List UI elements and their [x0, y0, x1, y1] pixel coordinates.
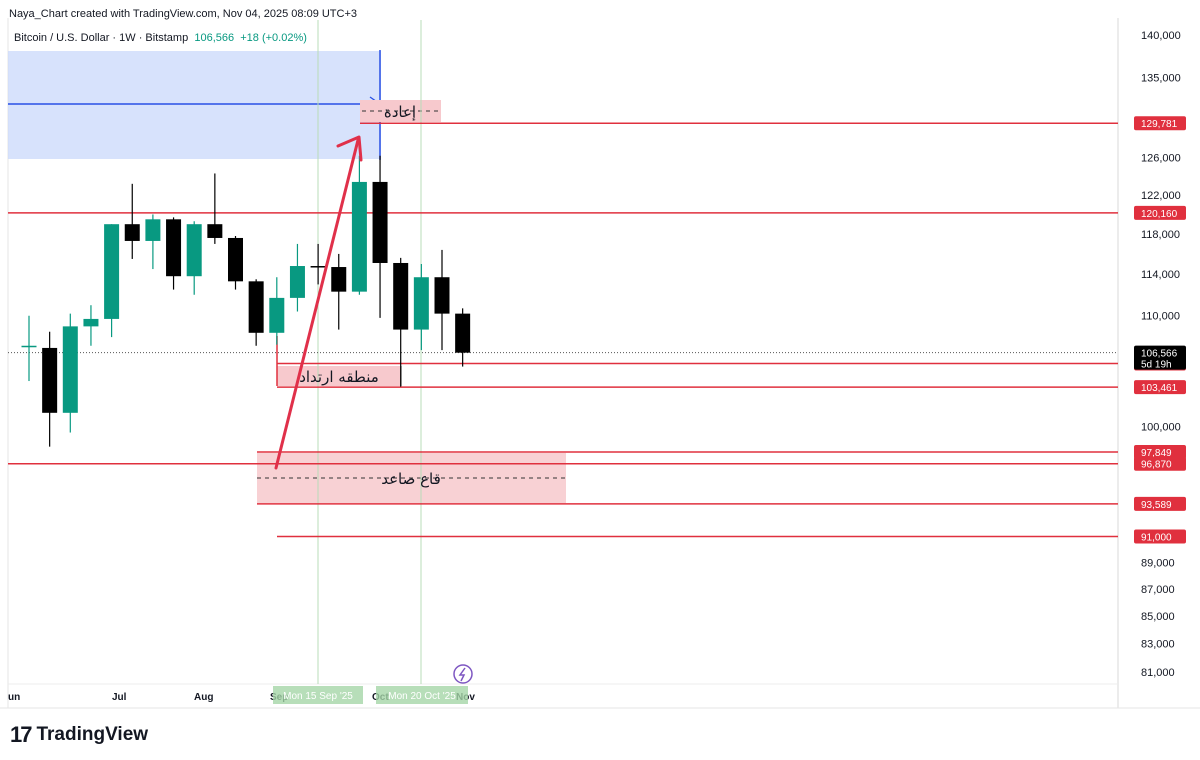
countdown-label: 5d 19h — [1141, 360, 1172, 371]
x-axis-label: Aug — [194, 692, 213, 703]
tradingview-logo[interactable]: 17 TradingView — [10, 722, 148, 748]
lightning-icon-bolt — [458, 667, 466, 682]
y-axis-tick: 140,000 — [1141, 30, 1181, 42]
symbol-legend[interactable]: Bitcoin / U.S. Dollar · 1W · Bitstamp 10… — [14, 32, 307, 44]
level-badge-label: 93,589 — [1141, 500, 1172, 511]
current-price-badge[interactable] — [1134, 345, 1186, 370]
y-axis-tick: 81,000 — [1141, 667, 1175, 679]
candle-body[interactable] — [62, 326, 78, 413]
candle-body[interactable] — [310, 266, 326, 268]
level-badge[interactable] — [1134, 529, 1186, 544]
candle-body[interactable] — [228, 237, 243, 282]
tradingview-logo-mark: 17 — [10, 722, 33, 747]
blue-target-zone[interactable] — [8, 51, 381, 159]
level-badge[interactable] — [1134, 496, 1186, 511]
y-axis-tick: 89,000 — [1141, 557, 1175, 569]
y-axis-tick: 118,000 — [1141, 229, 1180, 241]
tradingview-logo-text: TradingView — [36, 724, 149, 745]
red-arrow-shaft — [274, 138, 360, 470]
candle-body[interactable] — [413, 277, 429, 330]
candle-body[interactable] — [207, 224, 223, 238]
candle-body[interactable] — [21, 345, 37, 348]
candle-body[interactable] — [372, 181, 388, 263]
price-change: +18 (+0.02%) — [240, 32, 307, 44]
last-price: 106,566 — [194, 32, 235, 44]
annotation-text[interactable]: قاع صاعد — [381, 470, 441, 488]
level-badge-label: 91,000 — [1141, 532, 1172, 543]
candle-body[interactable] — [104, 224, 120, 319]
annotation-text[interactable]: منطقه ارتداد — [299, 368, 379, 386]
level-badge[interactable] — [1134, 445, 1186, 460]
candle-body[interactable] — [289, 266, 305, 298]
candle-body[interactable] — [248, 281, 264, 333]
y-axis-tick: 83,000 — [1141, 639, 1175, 651]
x-axis-label: Jul — [112, 692, 127, 703]
rebound-zone[interactable] — [277, 366, 401, 386]
annotation-text[interactable]: إعادة — [384, 103, 416, 121]
date-highlight-label: Mon 20 Oct '25 — [388, 691, 456, 702]
date-highlight-box — [273, 686, 363, 704]
candle-body[interactable] — [269, 297, 285, 333]
candle-body[interactable] — [351, 181, 367, 292]
y-axis-tick: 85,000 — [1141, 611, 1175, 623]
date-highlight-box — [376, 686, 468, 704]
level-badge[interactable] — [1134, 380, 1186, 395]
level-badge-label: 97,849 — [1141, 448, 1172, 459]
y-axis-tick: 87,000 — [1141, 584, 1175, 596]
x-axis-label: un — [8, 692, 20, 703]
candle-body[interactable] — [124, 224, 140, 241]
candle-body[interactable] — [166, 219, 182, 277]
candle-body[interactable] — [83, 318, 99, 327]
level-badge-label: 103,461 — [1141, 383, 1178, 394]
level-badge-label: 96,870 — [1141, 460, 1172, 471]
y-axis-tick: 100,000 — [1141, 422, 1181, 434]
symbol-title: Bitcoin / U.S. Dollar · 1W · Bitstamp — [14, 32, 189, 44]
level-badge[interactable] — [1134, 205, 1186, 220]
candle-body[interactable] — [42, 347, 58, 413]
y-axis-tick: 122,000 — [1141, 190, 1181, 202]
level-badge-label: 120,160 — [1141, 209, 1178, 220]
y-axis-tick: 110,000 — [1141, 311, 1180, 323]
candle-body[interactable] — [434, 277, 450, 314]
candle-body[interactable] — [331, 267, 347, 292]
candle-body[interactable] — [186, 224, 202, 277]
level-badge-label: 129,781 — [1141, 119, 1178, 130]
lightning-icon[interactable] — [453, 664, 473, 684]
y-axis-tick: 114,000 — [1141, 269, 1180, 281]
level-badge[interactable] — [1134, 456, 1186, 471]
candle-body[interactable] — [455, 313, 471, 353]
candle-body[interactable] — [145, 219, 161, 241]
y-axis-tick: 126,000 — [1141, 153, 1181, 165]
red-arrow-head — [336, 135, 363, 162]
level-badge[interactable] — [1134, 116, 1186, 131]
y-axis-tick: 135,000 — [1141, 72, 1181, 84]
chart-creator-caption: Naya_Chart created with TradingView.com,… — [9, 8, 358, 20]
date-highlight-label: Mon 15 Sep '25 — [283, 691, 353, 702]
current-price-label: 106,566 — [1141, 349, 1178, 360]
candle-body[interactable] — [393, 262, 409, 330]
